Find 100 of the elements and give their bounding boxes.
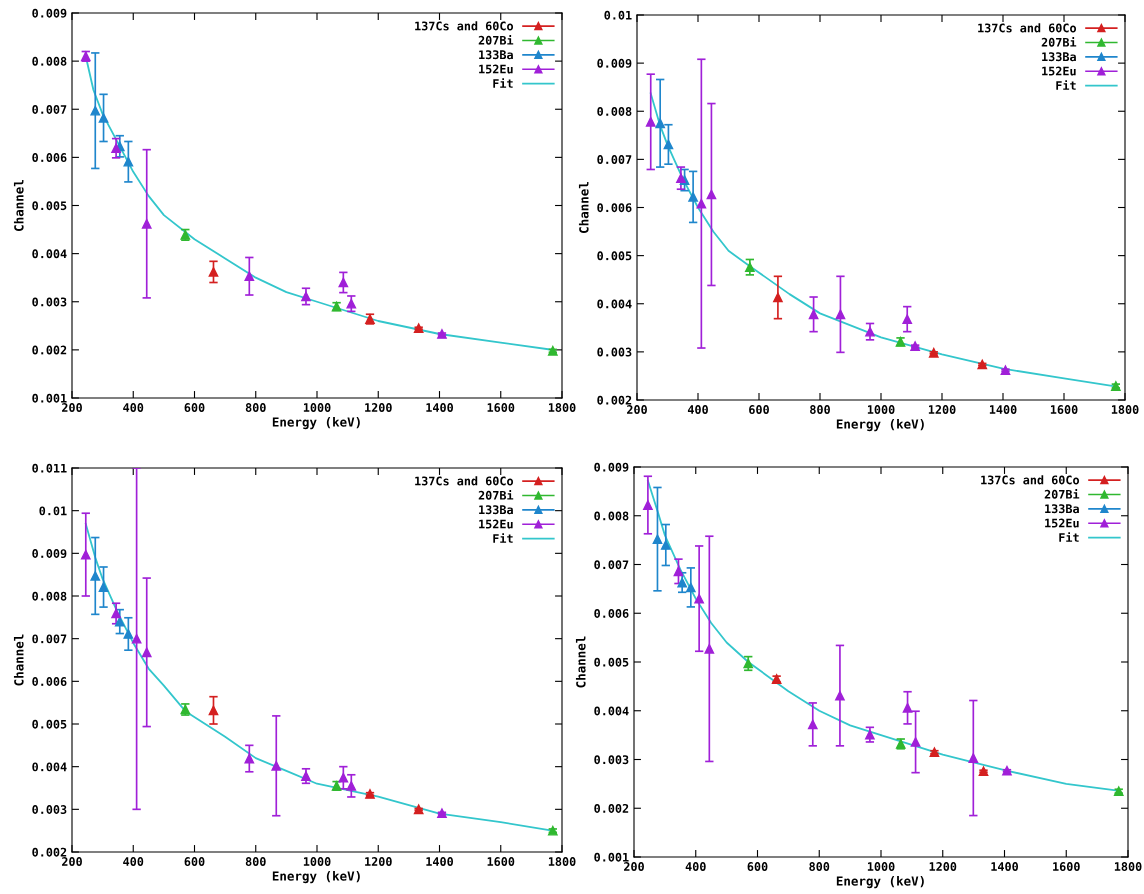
y-tick-label: 0.002	[594, 803, 629, 813]
point	[645, 116, 656, 127]
point	[123, 629, 134, 639]
legend-label: 137Cs and 60Co	[978, 23, 1077, 33]
y-tick-label: 0.011	[32, 463, 67, 473]
point	[111, 143, 121, 154]
legend-label: 133Ba	[1045, 504, 1079, 514]
legend-label: 133Ba	[479, 505, 513, 515]
legend-label: 152Eu	[479, 64, 513, 74]
point	[141, 218, 152, 229]
x-tick-label: 800	[809, 862, 830, 871]
x-tick-label: 600	[747, 862, 768, 872]
y-tick-label: 0.005	[32, 719, 67, 729]
point	[685, 582, 696, 593]
point	[80, 549, 91, 560]
point	[968, 753, 979, 763]
point	[90, 105, 101, 116]
x-tick-label: 1400	[989, 405, 1017, 414]
x-tick-label: 1800	[1111, 405, 1139, 414]
point	[865, 326, 875, 337]
legend-label: Fit	[1059, 532, 1079, 542]
point	[663, 139, 674, 150]
y-tick-label: 0.01	[39, 506, 67, 516]
y-tick-label: 0.002	[597, 395, 632, 405]
x-tick-label: 600	[184, 403, 205, 413]
y-tick-label: 0.001	[594, 852, 629, 862]
x-tick-label: 600	[749, 405, 769, 415]
x-tick-label: 1600	[487, 403, 515, 413]
y-tick-label: 0.01	[604, 10, 632, 20]
point	[652, 534, 663, 545]
y-tick-label: 0.003	[594, 755, 629, 765]
y-tick-label: 0.009	[32, 549, 67, 559]
point	[835, 309, 846, 320]
x-tick-label: 1400	[426, 403, 454, 412]
x-tick-label: 400	[123, 403, 144, 412]
x-tick-label: 1600	[487, 857, 515, 867]
legend-label: Fit	[493, 78, 513, 88]
x-axis-title: Energy (keV)	[272, 417, 360, 430]
x-tick-label: 200	[627, 405, 647, 414]
legend-label: 207Bi	[1041, 37, 1077, 47]
y-axis-title: Channel	[578, 182, 589, 233]
x-tick-label: 1000	[867, 862, 895, 871]
y-tick-label: 0.002	[32, 345, 67, 355]
point	[244, 753, 255, 764]
point	[808, 309, 819, 320]
point	[677, 577, 688, 588]
x-tick-label: 200	[62, 403, 82, 412]
y-tick-label: 0.008	[597, 106, 632, 116]
point	[301, 771, 311, 781]
x-tick-label: 1600	[1053, 862, 1080, 872]
y-tick-label: 0.009	[597, 58, 632, 68]
point	[123, 156, 134, 167]
point	[688, 192, 698, 202]
x-tick-label: 1000	[867, 405, 895, 414]
legend-label: 152Eu	[1042, 66, 1076, 76]
y-tick-label: 0.007	[32, 104, 67, 114]
point	[807, 719, 818, 730]
y-tick-label: 0.007	[597, 155, 632, 165]
y-tick-label: 0.009	[32, 8, 67, 18]
y-tick-label: 0.007	[32, 634, 67, 644]
legend-label: 152Eu	[1045, 518, 1079, 528]
point	[773, 292, 783, 303]
y-tick-label: 0.004	[32, 762, 67, 772]
x-tick-label: 1000	[303, 403, 331, 412]
y-tick-label: 0.003	[32, 805, 67, 814]
x-axis-title: Energy (keV)	[836, 876, 924, 889]
y-tick-label: 0.006	[594, 608, 629, 618]
y-tick-label: 0.003	[32, 297, 67, 307]
point	[694, 593, 705, 604]
y-tick-label: 0.001	[32, 393, 67, 403]
point	[655, 118, 666, 129]
x-tick-label: 1400	[426, 857, 454, 866]
point	[902, 314, 913, 325]
y-axis-title: Channel	[13, 180, 24, 231]
x-tick-label: 400	[685, 862, 706, 871]
point	[244, 271, 255, 282]
point	[208, 705, 219, 716]
x-tick-label: 600	[184, 857, 205, 867]
y-tick-label: 0.005	[597, 251, 632, 261]
point	[437, 808, 447, 819]
point	[98, 113, 109, 123]
point	[1000, 365, 1011, 376]
x-tick-label: 1200	[365, 403, 392, 412]
x-tick-label: 1800	[548, 403, 576, 412]
point	[131, 633, 142, 644]
x-tick-label: 1000	[303, 857, 331, 866]
point	[835, 690, 845, 701]
point	[910, 737, 921, 747]
point	[346, 781, 357, 791]
x-axis-title: Energy (keV)	[836, 419, 924, 432]
legend-label: 137Cs and 60Co	[981, 475, 1080, 485]
y-tick-label: 0.004	[32, 249, 67, 259]
x-tick-label: 1800	[548, 857, 576, 866]
point	[696, 198, 707, 209]
y-tick-label: 0.006	[597, 203, 632, 213]
y-tick-label: 0.007	[594, 560, 629, 570]
point	[90, 571, 101, 581]
x-tick-label: 800	[245, 403, 266, 412]
y-axis-title: Channel	[13, 634, 24, 686]
y-tick-label: 0.008	[32, 591, 67, 601]
